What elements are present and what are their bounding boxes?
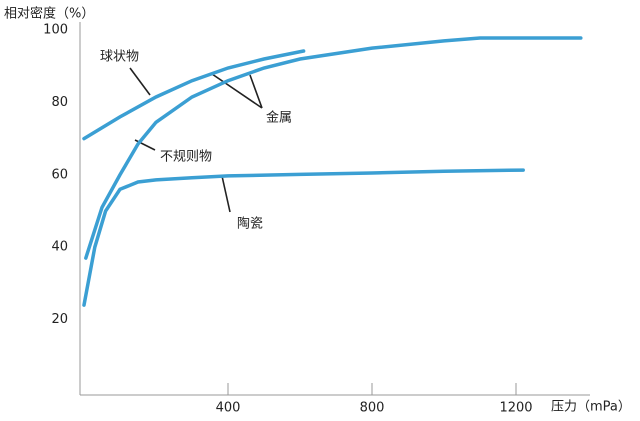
x-tick-label: 800 <box>360 401 385 416</box>
leader-line <box>129 67 151 96</box>
leader-line <box>211 73 263 109</box>
y-tick-label: 100 <box>43 23 68 38</box>
series-label: 陶瓷 <box>237 216 263 232</box>
y-tick-label: 40 <box>51 240 68 255</box>
y-tick-label: 80 <box>51 95 68 110</box>
x-tick-label: 1200 <box>499 401 532 416</box>
series-line <box>82 49 306 141</box>
x-tick-label: 400 <box>216 401 241 416</box>
y-axis-label: 相对密度（%） <box>4 6 94 22</box>
series-line <box>84 36 583 260</box>
series-label: 球状物 <box>100 50 139 65</box>
y-tick-label: 20 <box>51 312 68 327</box>
leader-line <box>221 175 231 213</box>
series-line <box>82 168 525 307</box>
y-tick-label: 60 <box>51 167 68 182</box>
x-axis-label: 压力（mPa） <box>551 400 631 415</box>
series-label: 不规则物 <box>160 150 212 165</box>
annotation: 金属 <box>266 110 292 126</box>
